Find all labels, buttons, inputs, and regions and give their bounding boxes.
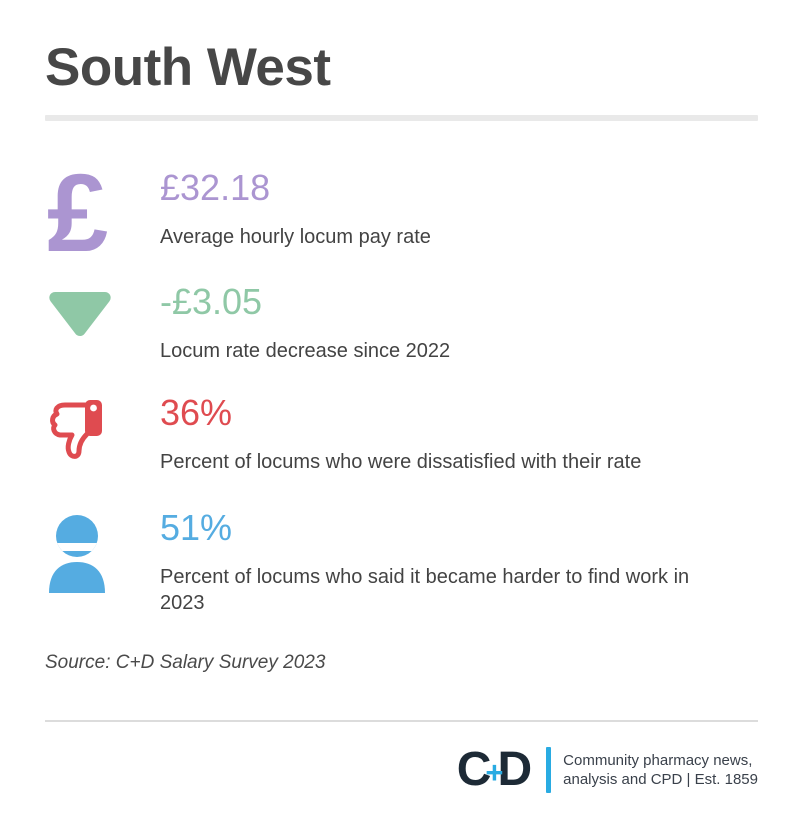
footer-tagline: Community pharmacy news, analysis and CP… — [563, 751, 758, 790]
thumbs-down-icon — [45, 392, 160, 466]
stat-value-harder-work: 51% — [160, 507, 233, 548]
pound-glyph: £ — [47, 152, 109, 275]
infographic-card: South West £ £32.18 Average hourly locum… — [45, 38, 758, 794]
stat-row-harder-work: 51% Percent of locums who said it became… — [45, 507, 758, 616]
person-icon — [45, 507, 160, 595]
stat-row-rate-decrease: -£3.05 Locum rate decrease since 2022 — [45, 281, 758, 364]
down-triangle-icon — [45, 281, 160, 337]
stats-list: £ £32.18 Average hourly locum pay rate -… — [45, 152, 758, 616]
logo-plus-icon: + — [485, 754, 503, 790]
stat-value-dissatisfied: 36% — [160, 392, 233, 433]
thumbs-down-shape — [50, 400, 102, 459]
footer-divider — [45, 720, 758, 722]
tagline-line-1: Community pharmacy news, — [563, 751, 753, 769]
stat-label-harder-work: Percent of locums who said it became har… — [160, 566, 690, 614]
stat-label-dissatisfied: Percent of locums who were dissatisfied … — [160, 451, 642, 473]
stat-value-pay-rate: £32.18 — [160, 167, 271, 208]
stat-row-dissatisfied: 36% Percent of locums who were dissatisf… — [45, 392, 758, 475]
source-note: Source: C+D Salary Survey 2023 — [45, 652, 326, 673]
tagline-line-2: analysis and CPD | Est. 1859 — [563, 771, 758, 788]
page-title: South West — [45, 38, 331, 97]
pound-icon: £ — [45, 152, 160, 275]
cd-logo: C + D — [456, 743, 532, 796]
stat-row-pay-rate: £ £32.18 Average hourly locum pay rate — [45, 152, 758, 275]
title-divider — [45, 115, 758, 121]
logo-divider-bar — [546, 747, 552, 793]
stat-label-rate-decrease: Locum rate decrease since 2022 — [160, 340, 451, 362]
logo-letter-d: D — [497, 743, 532, 796]
down-triangle-shape — [49, 291, 111, 337]
footer: C + D Community pharmacy news, analysis … — [45, 746, 758, 794]
logo-letter-c: C — [456, 743, 492, 796]
stat-value-rate-decrease: -£3.05 — [160, 281, 263, 322]
person-shape — [49, 515, 105, 593]
stat-label-pay-rate: Average hourly locum pay rate — [160, 226, 431, 248]
